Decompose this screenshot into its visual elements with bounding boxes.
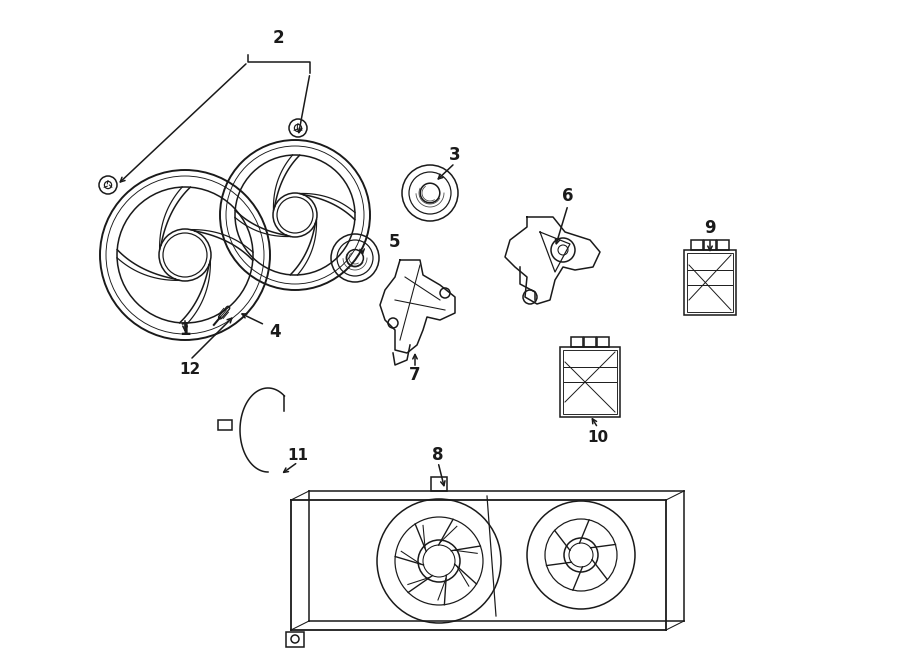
Text: 7: 7 — [410, 366, 421, 384]
Text: 3: 3 — [449, 146, 461, 164]
Bar — [584, 337, 596, 347]
Text: 6: 6 — [562, 187, 574, 205]
Bar — [597, 337, 609, 347]
Text: 1: 1 — [179, 321, 191, 339]
Bar — [687, 253, 733, 312]
Text: 8: 8 — [432, 446, 444, 464]
Bar — [717, 240, 729, 250]
Bar — [560, 347, 620, 417]
Bar — [684, 250, 736, 315]
Text: 4: 4 — [269, 323, 281, 341]
Bar — [704, 240, 716, 250]
Bar — [563, 350, 617, 414]
Bar — [571, 337, 583, 347]
Text: 9: 9 — [704, 219, 716, 237]
Text: 5: 5 — [389, 233, 400, 251]
Text: 2: 2 — [272, 29, 284, 47]
Bar — [218, 420, 232, 430]
Bar — [431, 477, 447, 491]
Bar — [286, 632, 304, 647]
Text: 10: 10 — [588, 430, 608, 446]
Bar — [691, 240, 703, 250]
Text: 11: 11 — [287, 447, 309, 463]
Text: 12: 12 — [179, 362, 201, 377]
